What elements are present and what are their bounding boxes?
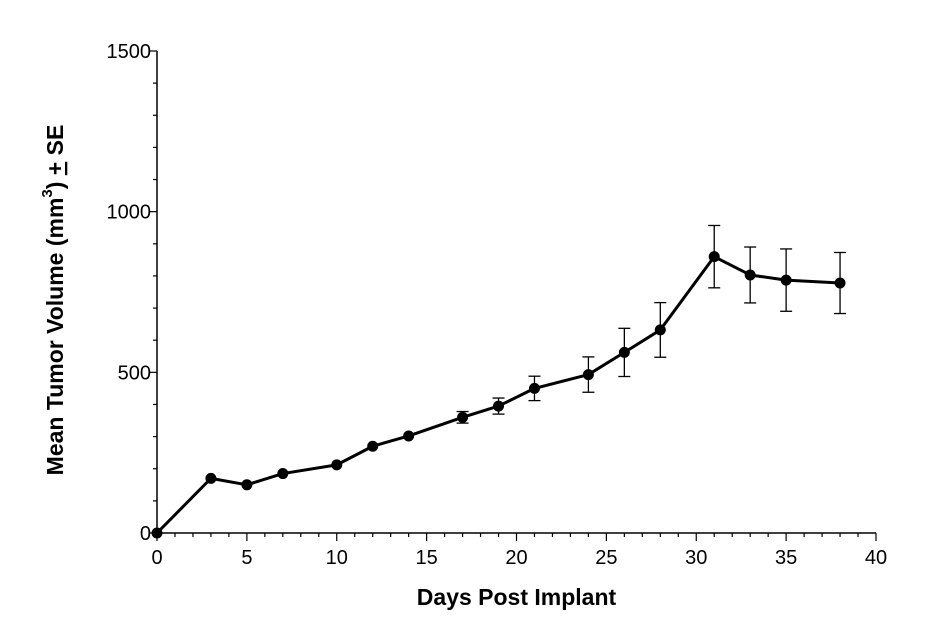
data-point [151,527,163,539]
data-point [708,251,720,263]
y-axis-title-prefix: Mean Tumor Volume (mm [42,198,68,476]
data-point [241,479,253,491]
data-point [277,468,289,480]
series-line [155,255,841,535]
data-point [331,459,343,471]
x-tick-label: 30 [685,547,707,569]
y-tick-label: 0 [140,523,151,545]
error-bars [456,224,847,424]
data-point [457,411,469,423]
data-point [205,472,217,484]
axis-ticks [149,50,877,541]
data-point [618,346,630,358]
data-point [493,400,505,412]
x-tick-label: 0 [151,547,162,569]
data-point [834,277,846,289]
x-tick-label: 15 [416,547,438,569]
y-axis-title-suffix: SE [42,125,68,162]
y-axis-title: Mean Tumor Volume (mm3) + SE [39,125,68,476]
data-point [403,430,415,442]
y-axis-title-middle: ) [42,175,68,189]
x-tick-label: 40 [865,547,887,569]
x-tick-label: 35 [775,547,797,569]
data-point [367,440,379,452]
axes [156,51,876,534]
data-point [582,369,594,381]
x-axis-title: Days Post Implant [417,584,617,610]
x-tick-label: 10 [326,547,348,569]
x-tick-label: 20 [505,547,527,569]
axis-tick-labels: 0 5 10 15 20 25 30 35 40 0 500 1000 1500 [107,41,888,569]
y-tick-label: 500 [118,362,151,384]
x-tick-label: 5 [241,547,252,569]
data-point [654,324,666,336]
series-group [151,251,846,539]
y-axis-title-plus-minus: + [42,162,68,175]
x-tick-label: 25 [595,547,617,569]
data-point [528,382,540,394]
y-tick-label: 1500 [107,41,152,63]
data-point [744,269,756,281]
y-tick-label: 1000 [107,202,152,224]
y-axis-title-superscript: 3 [39,189,56,197]
data-point [780,274,792,286]
